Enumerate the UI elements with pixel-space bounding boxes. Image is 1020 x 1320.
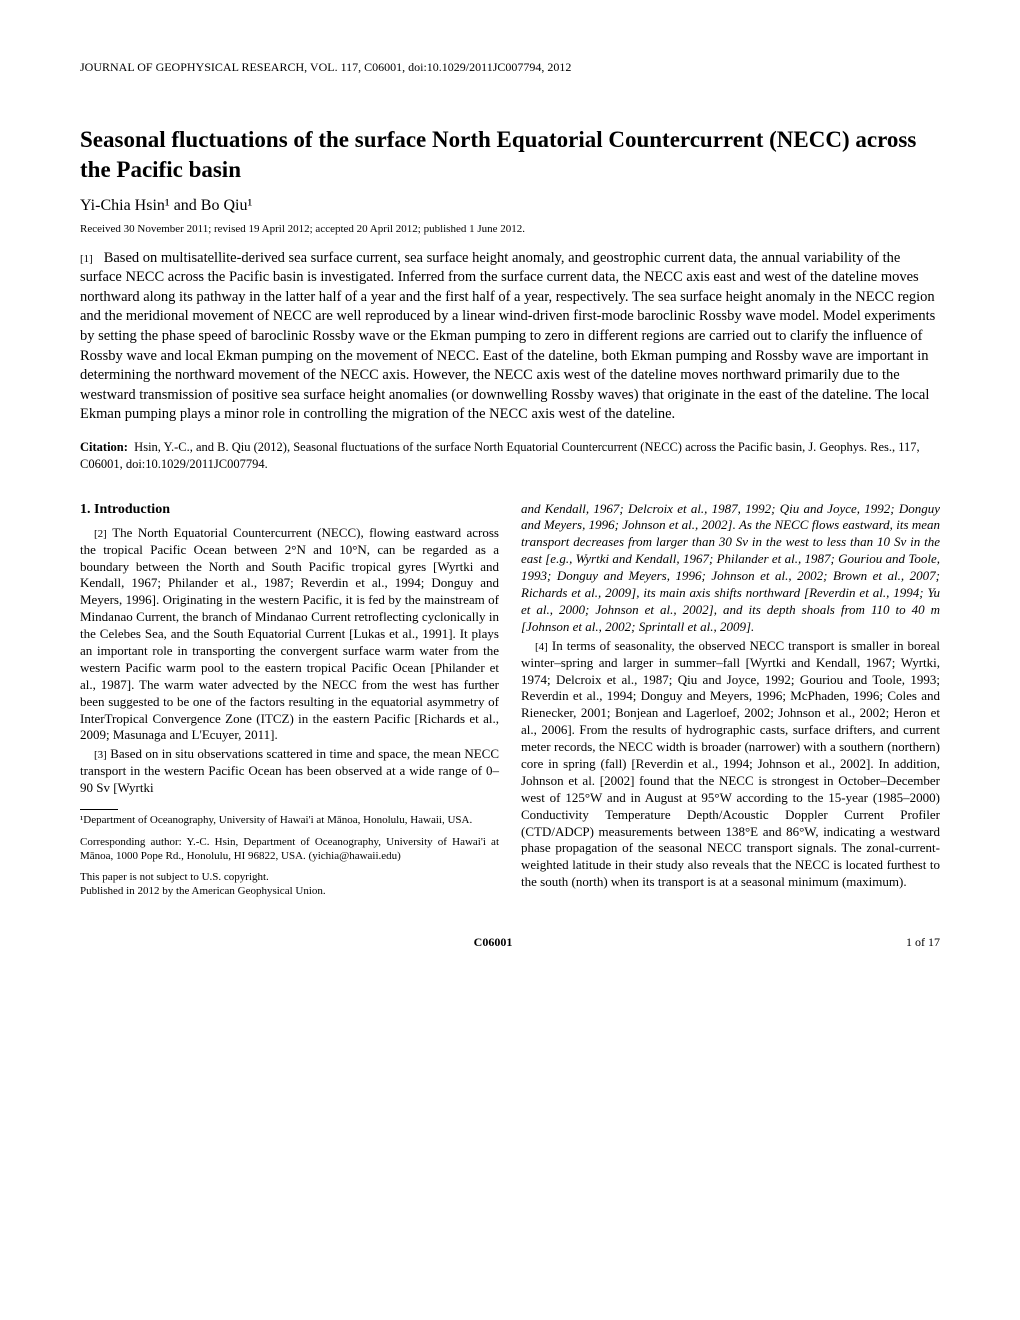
footnote-corresponding: Corresponding author: Y.-C. Hsin, Depart… [80,836,499,864]
footnote-copyright-2: Published in 2012 by the American Geophy… [80,885,499,899]
paragraph-3: [3] Based on in situ observations scatte… [80,746,499,797]
paragraph-3-cont: and Kendall, 1967; Delcroix et al., 1987… [521,501,940,636]
paragraph-2: [2] The North Equatorial Countercurrent … [80,525,499,745]
para-3-text: Based on in situ observations scattered … [80,746,499,795]
journal-header: JOURNAL OF GEOPHYSICAL RESEARCH, VOL. 11… [80,60,940,75]
para-4-num: [4] [535,641,548,653]
page-footer: C06001 1 of 17 [80,935,940,950]
citation-text: Hsin, Y.-C., and B. Qiu (2012), Seasonal… [80,440,920,471]
para-2-text: The North Equatorial Countercurrent (NEC… [80,525,499,743]
article-title: Seasonal fluctuations of the surface Nor… [80,125,940,185]
footnote-affiliation: ¹Department of Oceanography, University … [80,814,499,828]
paragraph-4: [4] In terms of seasonality, the observe… [521,638,940,891]
para-2-num: [2] [94,528,107,540]
abstract: [1] Based on multisatellite-derived sea … [80,249,940,425]
citation-block: Citation: Hsin, Y.-C., and B. Qiu (2012)… [80,439,940,473]
body-columns: 1. Introduction [2] The North Equatorial… [80,501,940,907]
abstract-para-num: [1] [80,253,93,265]
abstract-text: Based on multisatellite-derived sea surf… [80,250,935,423]
left-column: 1. Introduction [2] The North Equatorial… [80,501,499,907]
footnote-copyright-1: This paper is not subject to U.S. copyri… [80,871,499,885]
citation-label: Citation: [80,440,128,454]
para-4-text: In terms of seasonality, the observed NE… [521,638,940,889]
para-3-cont-text: and Kendall, 1967; Delcroix et al., 1987… [521,501,940,634]
footnote-separator [80,809,118,810]
footer-page-count: 1 of 17 [906,935,940,950]
authors: Yi-Chia Hsin¹ and Bo Qiu¹ [80,197,940,215]
footer-page-id: C06001 [474,935,513,950]
right-column: and Kendall, 1967; Delcroix et al., 1987… [521,501,940,907]
section-1-heading: 1. Introduction [80,501,499,519]
publication-dates: Received 30 November 2011; revised 19 Ap… [80,223,940,235]
para-3-num: [3] [94,749,107,761]
